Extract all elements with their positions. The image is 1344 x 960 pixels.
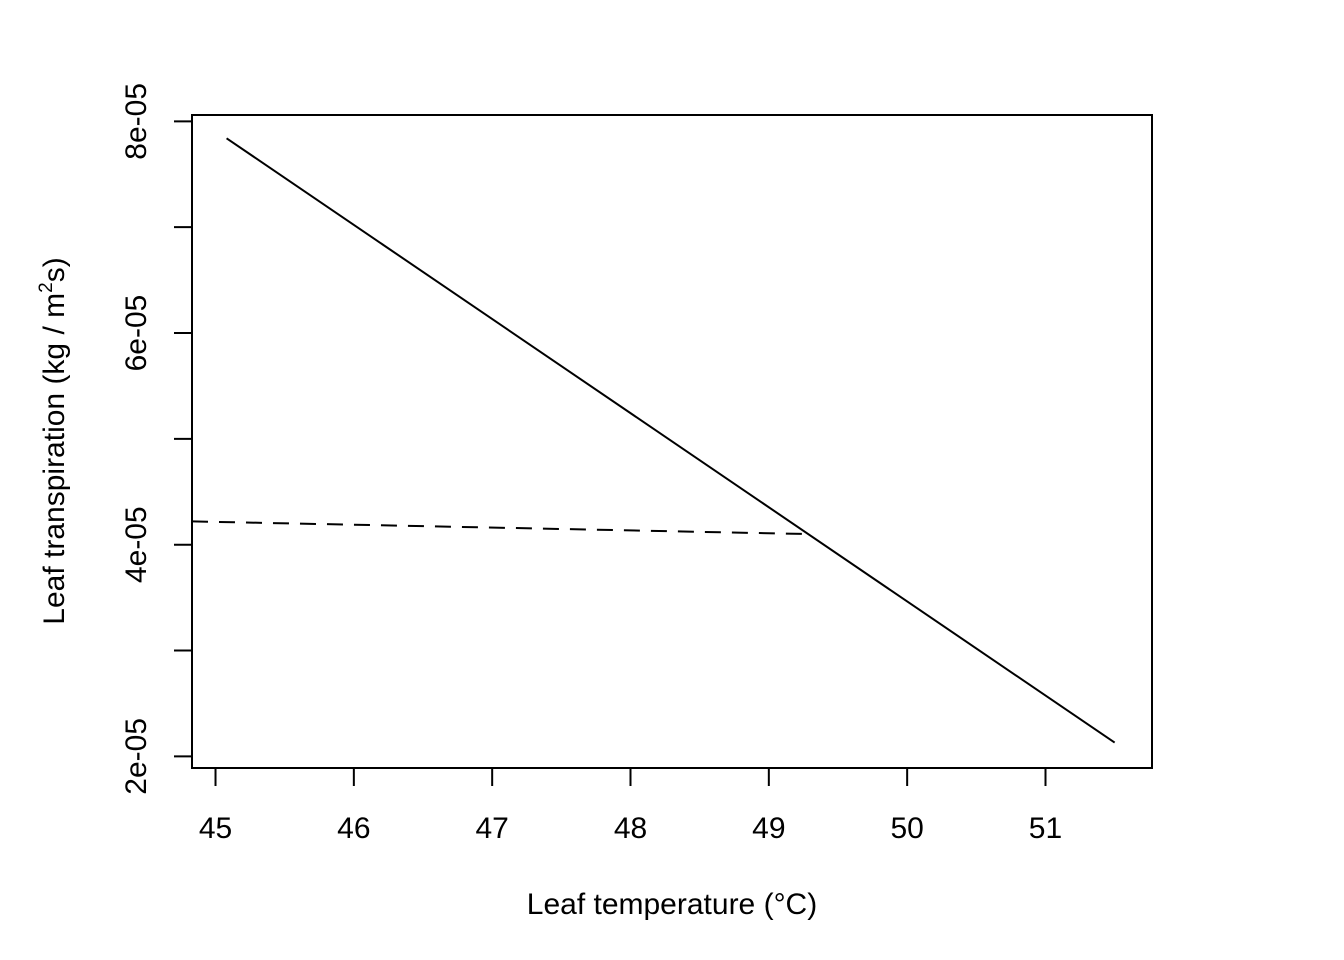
x-axis: 45 46 47 48 49 50 51: [199, 767, 1062, 845]
y-tick-label: 6e-05: [120, 295, 153, 372]
series-layer: [191, 137, 1116, 744]
x-tick-label: 46: [337, 812, 370, 845]
y-axis-title: Leaf transpiration (kg / m2s): [36, 257, 71, 624]
y-tick-label: 8e-05: [120, 83, 153, 160]
x-tick-label: 49: [752, 812, 785, 845]
x-tick-label: 48: [614, 812, 647, 845]
x-tick-label: 47: [475, 812, 508, 845]
y-tick-label: 4e-05: [120, 506, 153, 583]
x-tick-label: 45: [199, 812, 232, 845]
x-axis-title: Leaf temperature (°C): [527, 888, 817, 921]
x-tick-label: 50: [890, 812, 923, 845]
y-axis: 2e-05 4e-05 6e-05 8e-05: [120, 83, 193, 795]
x-tick-label: 51: [1029, 812, 1062, 845]
y-axis-title-prefix: Leaf transpiration (kg / m: [38, 293, 71, 625]
dashed-series-line: [191, 520, 811, 536]
y-axis-title-suffix: s): [38, 257, 71, 282]
y-axis-title-superscript: 2: [36, 282, 57, 293]
y-tick-label: 2e-05: [120, 718, 153, 795]
solid-series-line: [226, 137, 1116, 744]
